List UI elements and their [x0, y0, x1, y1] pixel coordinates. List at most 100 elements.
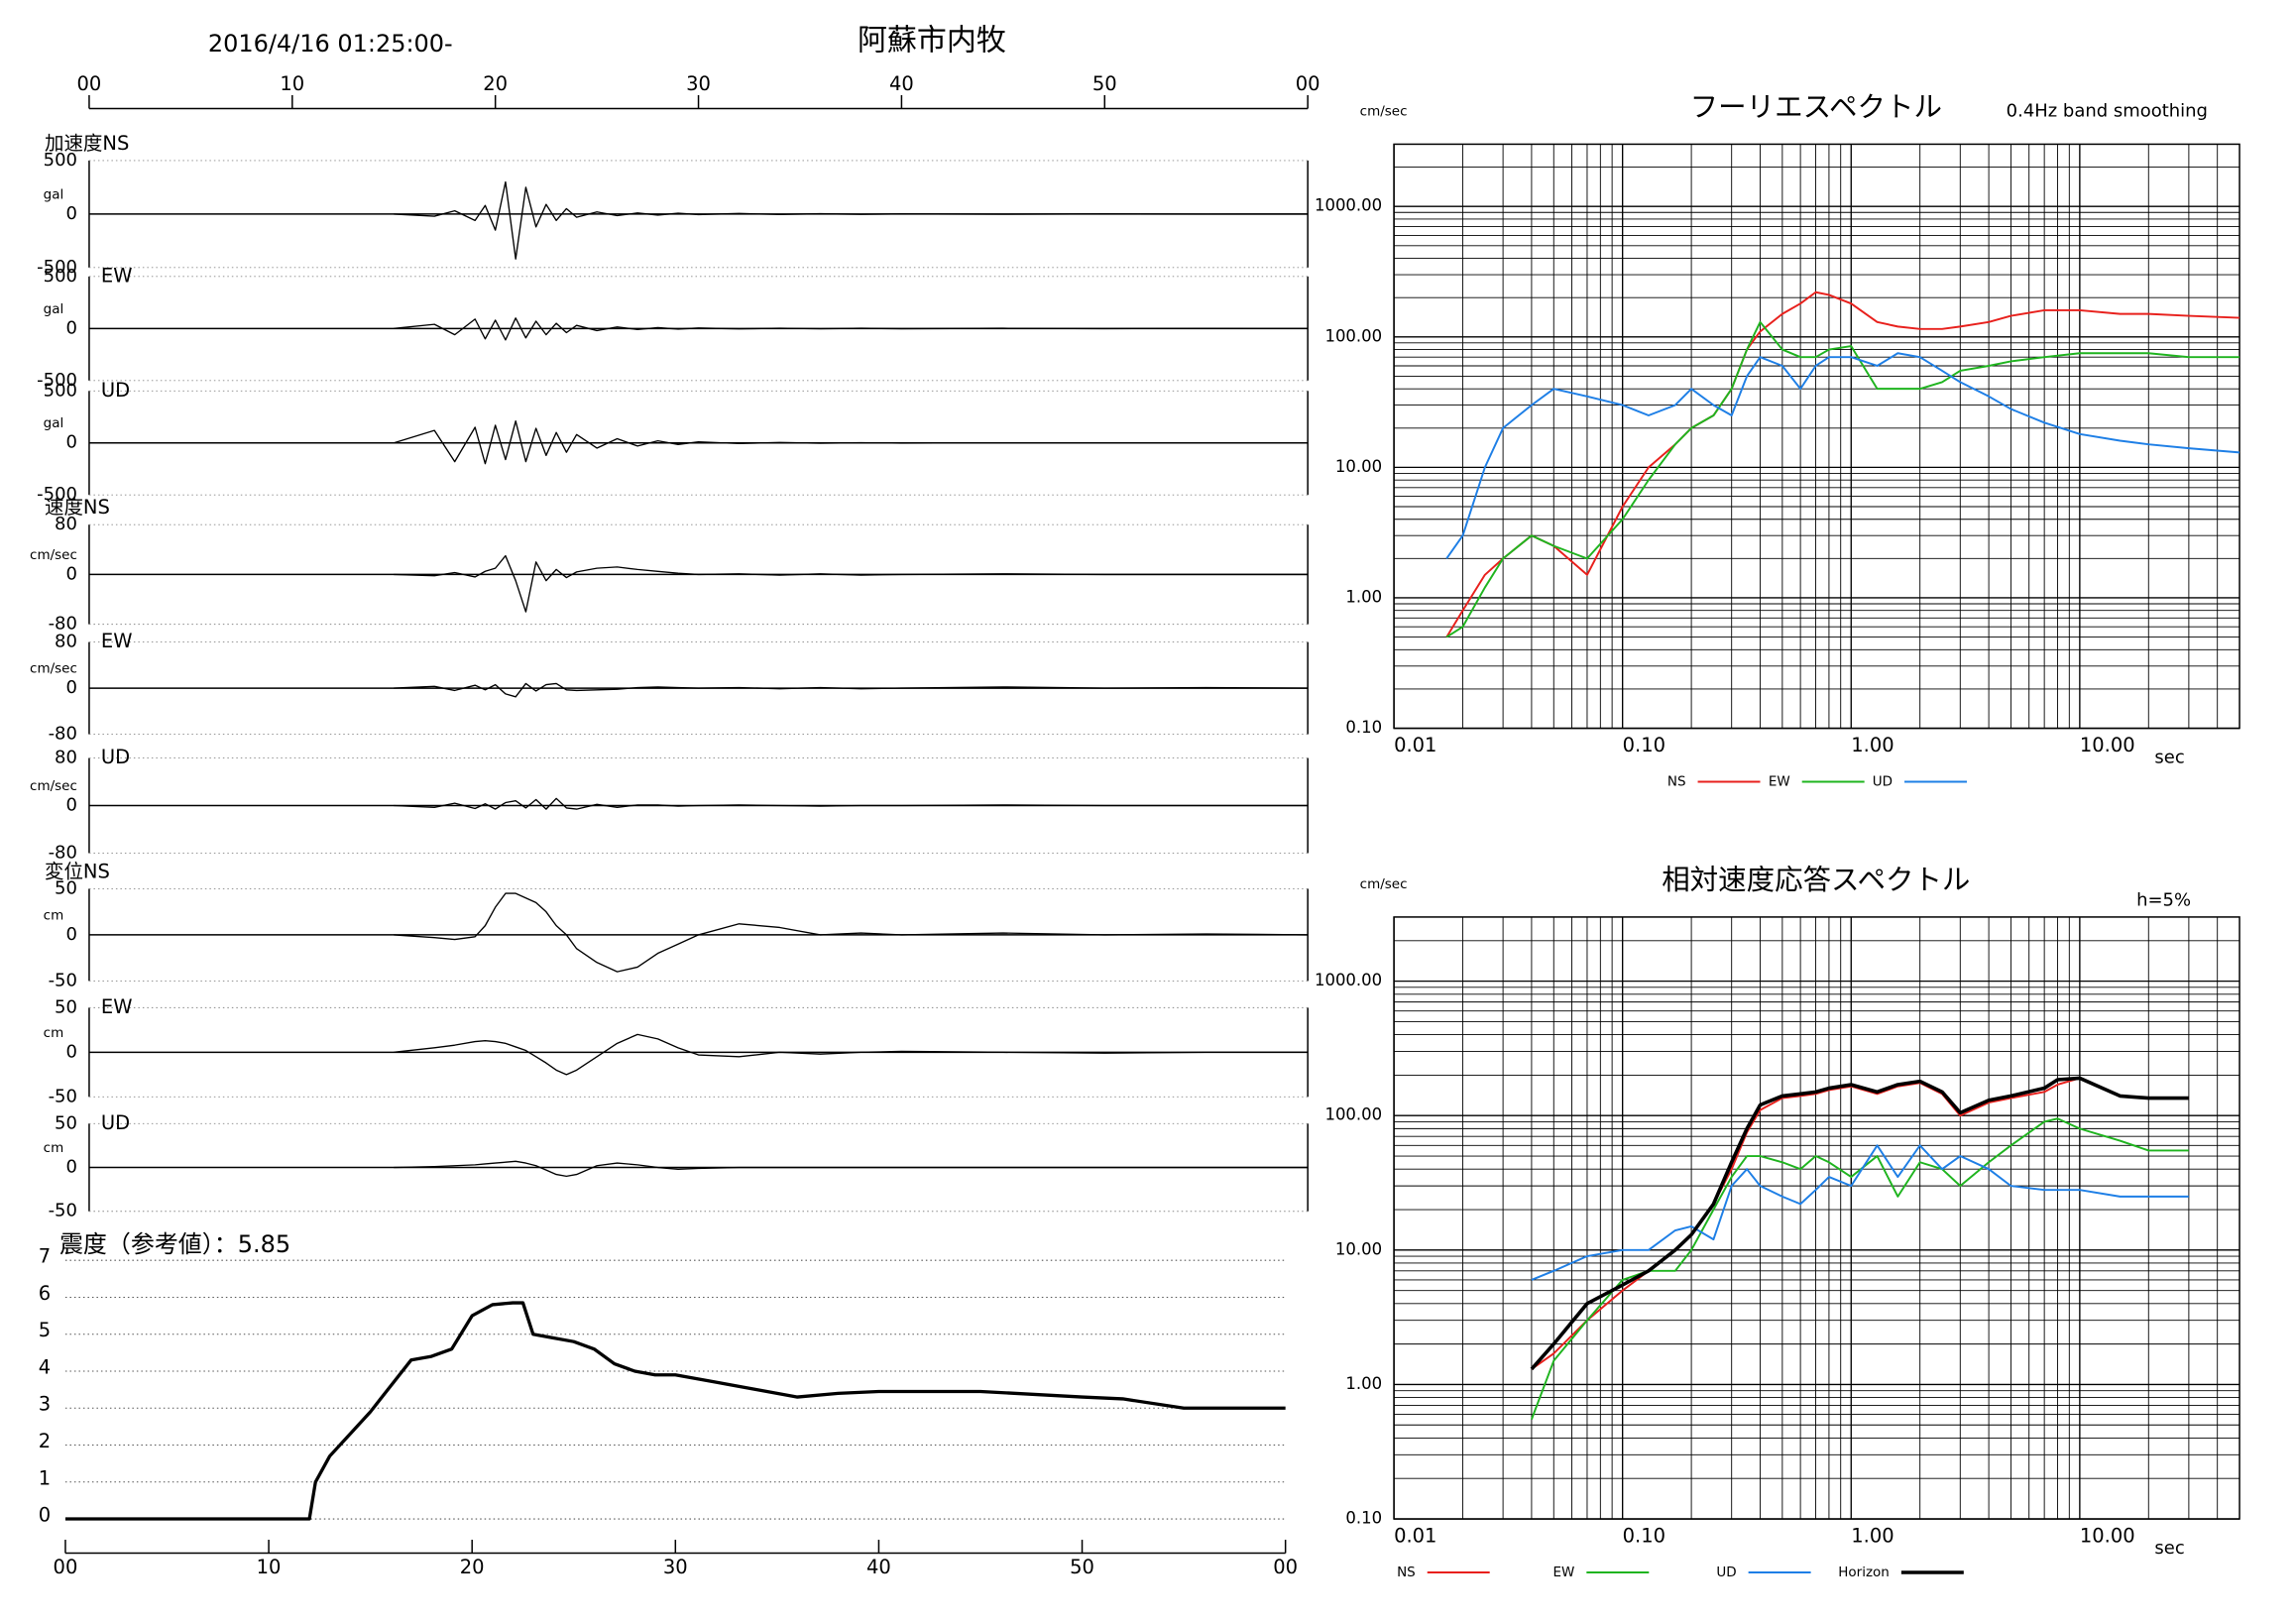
spectrum-line [1445, 290, 2240, 638]
unit-label: cm/sec [30, 661, 77, 677]
x-tick-label: 00 [54, 1556, 78, 1578]
y-tick-label: 1.00 [1345, 1374, 1382, 1393]
x-tick-label: 00 [77, 72, 102, 95]
y-tick-label: 0 [66, 317, 77, 338]
y-tick-label: 0 [39, 1504, 51, 1527]
spectrum-line [1531, 1144, 2189, 1281]
y-tick-label: 100.00 [1324, 1105, 1382, 1124]
y-tick-label: 0 [66, 924, 77, 945]
spectrum-line [1531, 1117, 2189, 1420]
y-tick-label: 0 [66, 795, 77, 816]
x-tick-label: 0.01 [1394, 734, 1436, 756]
unit-label: cm [44, 907, 64, 923]
y-tick-label: 100.00 [1324, 326, 1382, 345]
waveform [394, 682, 1309, 698]
chart-title: 相対速度応答スペクトル [1662, 864, 1970, 896]
waveform [394, 797, 1309, 810]
component-label: 加速度NS [45, 132, 129, 155]
component-label: UD [101, 746, 130, 768]
x-axis-label: sec [2154, 1538, 2184, 1559]
y-axis-label: cm/sec [1360, 103, 1408, 119]
y-tick-label: 0 [66, 432, 77, 453]
unit-label: gal [44, 301, 64, 317]
y-tick-label: 80 [55, 514, 77, 534]
unit-label: cm/sec [30, 547, 77, 563]
x-tick-label: 20 [460, 1556, 485, 1578]
waveform [394, 1033, 1309, 1076]
chart-title: フーリエスペクトル [1690, 90, 1942, 123]
y-tick-label: 0 [66, 1157, 77, 1178]
y-tick-label: -80 [49, 614, 77, 635]
y-tick-label: -80 [49, 724, 77, 745]
y-tick-label: 1000.00 [1315, 196, 1382, 215]
y-tick-label: 500 [44, 380, 77, 401]
spectrum-line [1445, 352, 2240, 559]
x-tick-label: 00 [1273, 1556, 1298, 1578]
component-label: 速度NS [45, 496, 110, 519]
x-tick-label: 40 [889, 72, 914, 95]
waveform [394, 554, 1309, 613]
component-label: UD [101, 1111, 130, 1134]
spectrum-line [1530, 1076, 2189, 1371]
y-tick-label: 1 [39, 1466, 51, 1489]
waveform [394, 317, 1309, 341]
y-tick-label: 4 [39, 1355, 51, 1378]
y-tick-label: 3 [39, 1393, 51, 1416]
x-tick-label: 10 [257, 1556, 282, 1578]
unit-label: gal [44, 186, 64, 202]
y-tick-label: 6 [39, 1282, 51, 1305]
component-label: UD [101, 379, 130, 402]
x-tick-label: 1.00 [1851, 1525, 1894, 1548]
datetime: 2016/4/16 01:25:00- [208, 30, 453, 58]
y-tick-label: 80 [55, 748, 77, 768]
y-tick-label: 80 [55, 632, 77, 652]
y-tick-label: -50 [49, 1201, 77, 1221]
y-tick-label: 0 [66, 563, 77, 584]
x-tick-label: 30 [686, 72, 711, 95]
chart-subtitle: 0.4Hz band smoothing [2007, 100, 2208, 121]
y-tick-label: 10.00 [1335, 457, 1382, 476]
chart-title: 震度（参考値）：5.85 [59, 1230, 290, 1258]
component-label: EW [101, 630, 133, 652]
component-label: 変位NS [45, 860, 110, 882]
y-tick-label: 50 [55, 877, 77, 898]
component-label: EW [101, 264, 133, 287]
legend-label: EW [1769, 774, 1790, 790]
y-tick-label: 10.00 [1335, 1239, 1382, 1258]
x-tick-label: 10 [280, 72, 304, 95]
y-tick-label: 0.10 [1345, 1509, 1382, 1528]
legend-label: NS [1397, 1565, 1416, 1580]
y-tick-label: 500 [44, 266, 77, 287]
y-tick-label: -500 [37, 484, 77, 505]
x-tick-label: 00 [1296, 72, 1320, 95]
legend-label: UD [1873, 774, 1893, 790]
legend-label: Horizon [1838, 1565, 1890, 1580]
y-tick-label: 0 [66, 1041, 77, 1062]
y-tick-label: 5 [39, 1319, 51, 1341]
x-tick-label: 1.00 [1851, 734, 1894, 756]
unit-label: cm/sec [30, 778, 77, 794]
y-axis-label: cm/sec [1360, 876, 1408, 892]
y-tick-label: 1000.00 [1315, 971, 1382, 989]
chart-subtitle: h=5% [2136, 889, 2191, 910]
legend-label: UD [1716, 1565, 1736, 1580]
y-tick-label: 0 [66, 677, 77, 698]
y-tick-label: -500 [37, 370, 77, 391]
y-tick-label: 50 [55, 1112, 77, 1133]
x-tick-label: 0.10 [1623, 734, 1665, 756]
y-tick-label: -50 [49, 1086, 77, 1106]
y-tick-label: 500 [44, 150, 77, 171]
waveform [394, 420, 1309, 465]
spectrum-line [1445, 320, 2240, 638]
x-tick-label: 50 [1092, 72, 1117, 95]
waveform [394, 1160, 1309, 1178]
x-tick-label: 40 [866, 1556, 891, 1578]
station-title: 阿蘇市内牧 [858, 24, 1006, 58]
x-tick-label: 0.10 [1623, 1525, 1665, 1548]
y-tick-label: 50 [55, 996, 77, 1017]
y-tick-label: -500 [37, 257, 77, 278]
legend-label: NS [1667, 774, 1686, 790]
